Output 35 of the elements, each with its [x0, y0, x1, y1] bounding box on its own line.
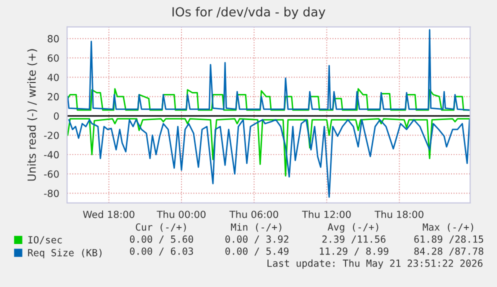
chart-title: IOs for /dev/vda - by day: [172, 6, 326, 19]
y-tick-label: 20: [48, 93, 59, 100]
line-series: [67, 29, 470, 111]
text: 2.39 /11.56: [322, 235, 386, 244]
legend-label: Req Size (KB): [28, 248, 102, 258]
y-tick-label: 40: [48, 74, 59, 82]
x-tick-label: Thu 06:00: [229, 210, 278, 218]
line-series: [67, 118, 470, 177]
line-series: [67, 88, 470, 111]
text: 84.28 /87.78: [414, 247, 484, 256]
text: Min (-/+): [231, 223, 282, 232]
text: 0.00 / 5.60: [130, 235, 194, 244]
text: Max (-/+): [422, 223, 474, 232]
text: 11.29 / 8.99: [320, 247, 388, 256]
line-series: [68, 119, 470, 198]
text: Last update: Thu May 21 23:51:22 2026: [268, 259, 482, 269]
text: 61.89 /28.15: [414, 235, 484, 244]
x-tick-label: Wed 18:00: [83, 210, 134, 218]
y-tick-label: 80: [48, 35, 59, 42]
legend-label: IO/sec: [28, 236, 62, 244]
x-tick-label: Thu 00:00: [156, 210, 206, 218]
y-tick-label: -60: [44, 170, 59, 178]
y-axis-title: Units read (-) / write (+): [27, 49, 38, 181]
text: 0.00 / 6.03: [130, 247, 193, 256]
y-tick-label: -80: [44, 190, 59, 198]
y-tick-label: 0: [54, 112, 59, 120]
text: Cur (-/+): [136, 223, 186, 232]
text: 0.00 / 3.92: [225, 235, 288, 244]
text: 0.00 / 5.49: [225, 247, 288, 256]
x-tick-label: Thu 18:00: [374, 210, 424, 218]
y-tick-label: 60: [48, 54, 59, 62]
x-tick-label: Thu 12:00: [302, 210, 351, 218]
y-tick-label: -20: [44, 132, 59, 140]
y-tick-label: -40: [44, 151, 59, 158]
text: Avg (-/+): [328, 223, 378, 233]
